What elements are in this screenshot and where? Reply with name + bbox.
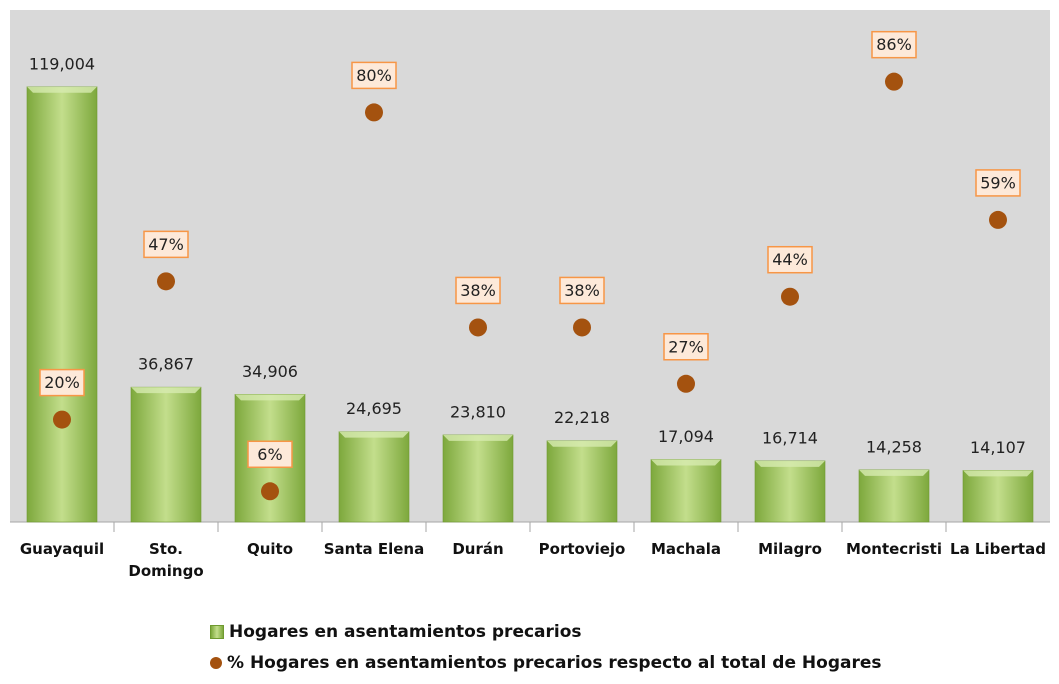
- dot-label: 44%: [772, 250, 808, 269]
- label-box: [871, 30, 917, 59]
- bar-label: 22,218: [554, 408, 610, 427]
- bar: [754, 460, 826, 523]
- bar: [650, 459, 722, 523]
- dot-label: 38%: [564, 281, 600, 300]
- label-box: [351, 61, 397, 90]
- bar: [546, 440, 618, 523]
- dot-label: 6%: [257, 445, 282, 464]
- bar-label: 34,906: [242, 362, 298, 381]
- x-tick-label: Machala: [650, 540, 721, 558]
- label-box: [455, 276, 501, 305]
- dot: [573, 318, 591, 337]
- bar-bevel: [235, 394, 305, 401]
- dot: [885, 72, 903, 91]
- bar-label: 17,094: [658, 427, 714, 446]
- x-tick-label: Guayaquil: [19, 540, 105, 558]
- bar-label: 14,258: [866, 437, 922, 456]
- dot: [781, 287, 799, 306]
- bar-bevel: [27, 86, 97, 93]
- bar-label: 16,714: [762, 428, 818, 447]
- bar: [338, 431, 410, 523]
- dot-label: 47%: [148, 235, 184, 254]
- dot: [53, 410, 71, 429]
- bar-label: 24,695: [346, 399, 402, 418]
- label-box: [663, 333, 709, 361]
- bar-label: 14,107: [970, 438, 1026, 457]
- bar-bevel: [859, 469, 929, 476]
- bar-bevel: [443, 434, 513, 441]
- bar: [858, 469, 930, 523]
- legend-label: Hogares en asentamientos precarios: [229, 622, 582, 642]
- x-tick-label: Durán: [452, 540, 504, 558]
- x-tick-label: Sto. Domingo: [128, 540, 204, 580]
- x-tick-label: Montecristi: [846, 540, 942, 558]
- legend-entry: % Hogares en asentamientos precarios res…: [210, 653, 882, 673]
- bar-bevel: [651, 459, 721, 466]
- bar: [962, 470, 1034, 523]
- label-box: [767, 245, 813, 274]
- dot: [677, 374, 695, 393]
- dot: [261, 482, 279, 501]
- label-box: [247, 440, 293, 469]
- dot-label: 27%: [668, 337, 704, 356]
- dot: [989, 210, 1007, 229]
- legend-entry: Hogares en asentamientos precarios: [210, 622, 582, 642]
- legend-icon: [210, 625, 224, 639]
- bar-label: 119,004: [29, 54, 95, 73]
- bar: [130, 386, 202, 523]
- dot: [469, 318, 487, 337]
- dot: [365, 103, 383, 122]
- dot-label: 80%: [356, 66, 392, 85]
- bar-label: 36,867: [138, 355, 194, 374]
- x-tick-label: Santa Elena: [323, 540, 425, 558]
- bar-bevel: [131, 387, 201, 394]
- bar-bevel: [547, 440, 617, 447]
- label-box: [143, 230, 189, 259]
- x-tick-label: Quito: [246, 540, 294, 558]
- bar-label: 23,810: [450, 402, 506, 421]
- bar: [442, 434, 514, 523]
- dot-label: 59%: [980, 173, 1016, 192]
- bar-bevel: [963, 470, 1033, 477]
- dot: [157, 272, 175, 291]
- label-box: [39, 368, 85, 397]
- label-box: [559, 276, 605, 305]
- x-tick-label: Milagro: [758, 540, 822, 558]
- bar-bevel: [755, 460, 825, 467]
- legend-label: % Hogares en asentamientos precarios res…: [227, 653, 882, 673]
- bar: [26, 86, 98, 523]
- label-box: [975, 169, 1021, 197]
- x-tick-label: Portoviejo: [538, 540, 626, 558]
- dot-label: 86%: [876, 35, 912, 54]
- legend-icon: [210, 657, 222, 669]
- x-tick-label: La Libertad: [950, 540, 1046, 558]
- dot-label: 38%: [460, 281, 496, 300]
- dot-label: 20%: [44, 373, 80, 392]
- bar-bevel: [339, 431, 409, 438]
